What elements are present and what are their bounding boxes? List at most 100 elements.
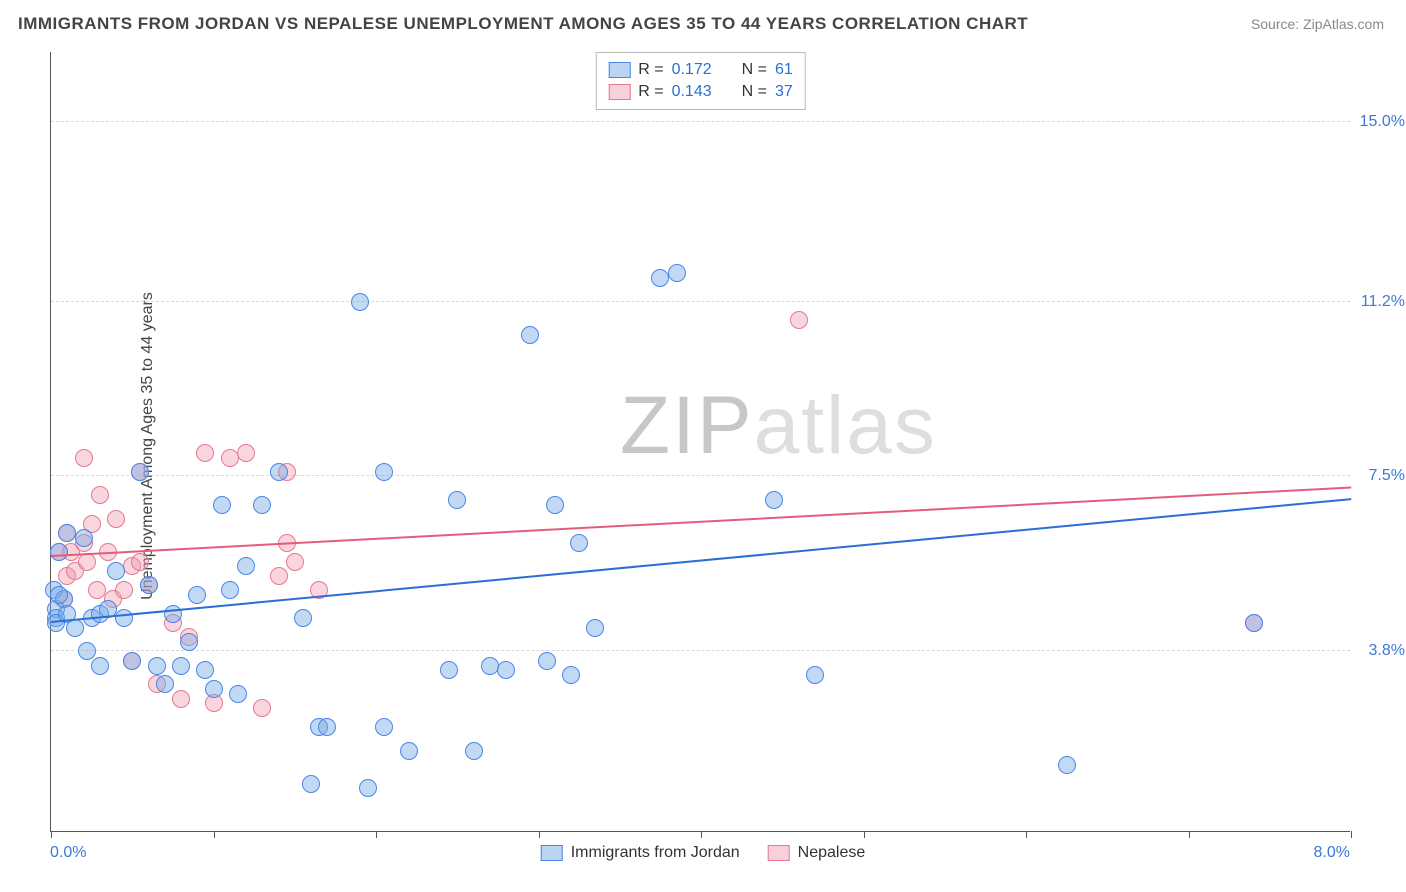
- legend-r-label: R =: [638, 83, 663, 101]
- legend-r-value-b: 0.143: [672, 83, 712, 101]
- scatter-point-a: [375, 718, 393, 736]
- scatter-point-a: [123, 652, 141, 670]
- y-tick-label: 7.5%: [1369, 467, 1405, 485]
- gridline: [51, 650, 1350, 651]
- scatter-point-b: [286, 553, 304, 571]
- scatter-point-b: [75, 449, 93, 467]
- scatter-point-a: [302, 775, 320, 793]
- scatter-point-a: [318, 718, 336, 736]
- scatter-point-a: [765, 491, 783, 509]
- legend-n-label: N =: [742, 83, 767, 101]
- scatter-point-a: [668, 264, 686, 282]
- scatter-point-a: [521, 326, 539, 344]
- x-tick: [51, 831, 52, 838]
- scatter-point-a: [351, 293, 369, 311]
- scatter-point-a: [148, 657, 166, 675]
- scatter-point-b: [270, 567, 288, 585]
- gridline: [51, 301, 1350, 302]
- gridline: [51, 121, 1350, 122]
- scatter-point-a: [66, 619, 84, 637]
- watermark: ZIPatlas: [620, 379, 937, 473]
- scatter-point-a: [538, 652, 556, 670]
- chart-title: IMMIGRANTS FROM JORDAN VS NEPALESE UNEMP…: [18, 14, 1028, 34]
- legend-row-b: R = 0.143 N = 37: [608, 81, 793, 103]
- scatter-point-a: [1058, 756, 1076, 774]
- scatter-point-a: [91, 657, 109, 675]
- scatter-point-a: [253, 496, 271, 514]
- x-axis-min-label: 0.0%: [50, 844, 86, 862]
- scatter-point-a: [448, 491, 466, 509]
- legend-r-value-a: 0.172: [672, 61, 712, 79]
- x-tick: [376, 831, 377, 838]
- scatter-point-a: [131, 463, 149, 481]
- x-axis-max-label: 8.0%: [1314, 844, 1350, 862]
- scatter-point-a: [294, 609, 312, 627]
- legend-item-a: Immigrants from Jordan: [541, 844, 740, 862]
- swatch-series-a-icon: [541, 845, 563, 861]
- scatter-point-a: [465, 742, 483, 760]
- scatter-point-a: [562, 666, 580, 684]
- watermark-zip: ZIP: [620, 380, 754, 471]
- scatter-point-b: [196, 444, 214, 462]
- x-tick: [214, 831, 215, 838]
- scatter-point-a: [172, 657, 190, 675]
- scatter-point-b: [131, 553, 149, 571]
- scatter-point-b: [237, 444, 255, 462]
- scatter-point-a: [50, 543, 68, 561]
- x-tick: [1026, 831, 1027, 838]
- scatter-point-a: [586, 619, 604, 637]
- y-tick-label: 15.0%: [1360, 113, 1405, 131]
- source-attribution: Source: ZipAtlas.com: [1251, 16, 1384, 32]
- legend-series-box: Immigrants from Jordan Nepalese: [541, 844, 866, 862]
- scatter-point-a: [497, 661, 515, 679]
- scatter-point-b: [172, 690, 190, 708]
- scatter-point-a: [400, 742, 418, 760]
- y-tick-label: 11.2%: [1361, 293, 1405, 311]
- x-tick: [539, 831, 540, 838]
- scatter-point-a: [58, 524, 76, 542]
- scatter-point-a: [205, 680, 223, 698]
- scatter-point-a: [1245, 614, 1263, 632]
- legend-label-a: Immigrants from Jordan: [571, 844, 740, 862]
- x-tick: [1351, 831, 1352, 838]
- y-tick-label: 3.8%: [1369, 642, 1405, 660]
- legend-r-label: R =: [638, 61, 663, 79]
- scatter-point-a: [107, 562, 125, 580]
- swatch-series-b-icon: [608, 84, 630, 100]
- scatter-point-a: [229, 685, 247, 703]
- scatter-point-a: [188, 586, 206, 604]
- scatter-point-a: [221, 581, 239, 599]
- scatter-point-a: [164, 605, 182, 623]
- scatter-point-b: [253, 699, 271, 717]
- gridline: [51, 475, 1350, 476]
- scatter-point-a: [213, 496, 231, 514]
- scatter-point-a: [806, 666, 824, 684]
- swatch-series-a-icon: [608, 62, 630, 78]
- scatter-point-a: [546, 496, 564, 514]
- scatter-point-a: [375, 463, 393, 481]
- watermark-atlas: atlas: [754, 380, 937, 471]
- scatter-point-a: [140, 576, 158, 594]
- legend-row-a: R = 0.172 N = 61: [608, 59, 793, 81]
- scatter-point-b: [88, 581, 106, 599]
- regression-line-b: [51, 486, 1351, 557]
- x-tick: [1189, 831, 1190, 838]
- scatter-point-a: [481, 657, 499, 675]
- scatter-point-a: [115, 609, 133, 627]
- scatter-point-b: [107, 510, 125, 528]
- scatter-point-a: [440, 661, 458, 679]
- legend-n-value-b: 37: [775, 83, 793, 101]
- legend-n-value-a: 61: [775, 61, 793, 79]
- x-tick: [701, 831, 702, 838]
- scatter-point-a: [359, 779, 377, 797]
- scatter-point-a: [50, 586, 68, 604]
- legend-n-label: N =: [742, 61, 767, 79]
- scatter-point-a: [270, 463, 288, 481]
- scatter-point-a: [180, 633, 198, 651]
- legend-item-b: Nepalese: [768, 844, 866, 862]
- scatter-point-b: [115, 581, 133, 599]
- swatch-series-b-icon: [768, 845, 790, 861]
- scatter-point-b: [790, 311, 808, 329]
- scatter-point-b: [91, 486, 109, 504]
- scatter-point-a: [196, 661, 214, 679]
